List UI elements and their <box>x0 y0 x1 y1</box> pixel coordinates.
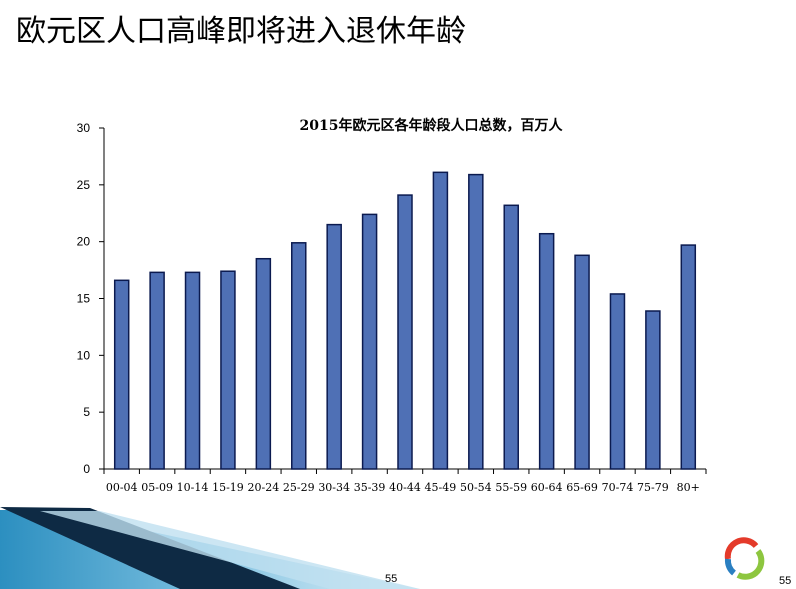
bar <box>645 310 661 470</box>
y-tick-label: 20 <box>77 235 91 249</box>
logo-red-arc <box>724 537 759 560</box>
bar <box>503 204 519 470</box>
bar <box>432 171 449 470</box>
x-tick-label: 25-29 <box>283 481 315 494</box>
swoosh-dark-shape <box>0 507 300 589</box>
x-tick-label: 20-24 <box>247 481 279 494</box>
y-tick-label: 5 <box>83 405 90 419</box>
bar <box>184 271 201 470</box>
bar <box>326 223 342 470</box>
page-number-center: 55 <box>385 573 398 585</box>
y-tick-label: 25 <box>77 178 91 192</box>
x-tick-label: 70-74 <box>602 481 634 494</box>
y-tick-label: 0 <box>83 462 90 476</box>
bar <box>574 254 590 470</box>
slide-title: 欧元区人口高峰即将进入退休年龄 <box>16 14 466 49</box>
x-tick-label: 80+ <box>677 481 700 494</box>
x-tick-label: 35-39 <box>354 481 386 494</box>
bar <box>113 279 130 470</box>
x-tick-label: 75-79 <box>637 481 669 494</box>
x-tick-label: 50-54 <box>460 481 492 494</box>
logo-green-arc <box>736 549 765 580</box>
chart-title: 2015年欧元区各年龄段人口总数，百万人 <box>299 118 563 134</box>
logo-blue-arc <box>724 558 737 576</box>
bar <box>680 244 697 470</box>
bar <box>538 232 555 470</box>
x-tick-label: 10-14 <box>177 481 209 494</box>
bar <box>291 242 307 470</box>
y-tick-label: 30 <box>77 121 91 135</box>
bar <box>361 213 378 470</box>
y-tick-label: 10 <box>77 348 91 362</box>
x-tick-label: 60-64 <box>531 481 563 494</box>
bar <box>397 194 413 470</box>
bar <box>468 173 484 470</box>
company-logo <box>724 537 765 580</box>
bar <box>255 257 272 470</box>
x-tick-label: 15-19 <box>212 481 244 494</box>
bar <box>149 271 165 470</box>
bar <box>609 293 626 470</box>
x-tick-label: 45-49 <box>425 481 457 494</box>
x-tick-label: 55-59 <box>495 481 527 494</box>
swoosh-light-shape <box>40 511 420 589</box>
y-tick-label: 15 <box>77 292 91 306</box>
x-tick-label: 65-69 <box>566 481 598 494</box>
x-tick-label: 40-44 <box>389 481 421 494</box>
page-number-right: 55 <box>779 575 792 587</box>
x-tick-label: 00-04 <box>106 481 138 494</box>
x-tick-label: 30-34 <box>318 481 350 494</box>
x-tick-label: 05-09 <box>141 481 173 494</box>
bar <box>220 270 236 470</box>
